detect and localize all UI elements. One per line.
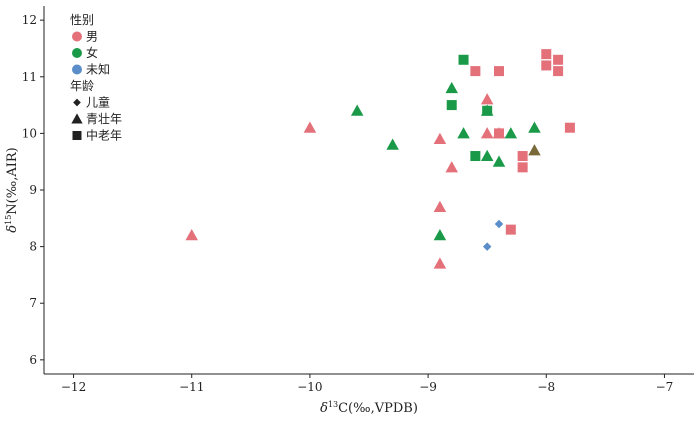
data-point xyxy=(445,161,458,173)
data-point xyxy=(494,66,504,77)
x-tick-label: −11 xyxy=(179,380,204,394)
y-tick-label: 7 xyxy=(29,296,37,310)
data-point xyxy=(492,155,506,167)
legend-marker xyxy=(72,31,82,42)
legend-label: 未知 xyxy=(86,63,110,77)
legend-title-age: 年龄 xyxy=(70,79,94,93)
y-tick-label: 9 xyxy=(29,183,37,197)
data-point xyxy=(505,224,516,235)
legend-marker xyxy=(72,64,82,75)
x-tick-label: −9 xyxy=(419,380,437,394)
legend-label: 女 xyxy=(86,45,98,60)
data-point xyxy=(470,66,481,77)
data-point xyxy=(350,104,364,116)
data-point xyxy=(480,149,494,162)
data-point xyxy=(553,54,564,65)
y-axis-title: δ15N(‰,AIR) xyxy=(4,147,20,232)
data-point xyxy=(480,93,494,105)
data-point xyxy=(528,144,541,156)
data-point xyxy=(528,121,541,133)
data-point xyxy=(185,229,198,241)
legend-marker xyxy=(72,131,82,140)
data-point xyxy=(446,100,457,111)
legend-label: 男 xyxy=(86,30,98,44)
legend-label: 青壮年 xyxy=(86,112,122,126)
y-tick-label: 8 xyxy=(29,240,37,254)
x-tick-label: −10 xyxy=(297,380,322,394)
legend-marker xyxy=(72,48,82,58)
x-tick-label: −12 xyxy=(61,380,86,394)
y-tick-label: 10 xyxy=(22,126,37,140)
data-point xyxy=(386,138,399,150)
data-point xyxy=(480,127,494,139)
data-point xyxy=(517,151,528,162)
data-point xyxy=(541,49,552,60)
data-point xyxy=(433,200,447,212)
data-point xyxy=(541,60,552,71)
data-point xyxy=(457,127,470,139)
legend-title-sex: 性别 xyxy=(70,13,94,27)
x-tick-label: −8 xyxy=(537,380,555,394)
x-tick-label: −7 xyxy=(656,380,674,394)
data-point xyxy=(445,81,458,94)
data-point xyxy=(433,257,447,269)
data-point xyxy=(494,128,504,139)
data-point xyxy=(303,121,317,133)
legend-label: 儿童 xyxy=(86,95,110,110)
data-point xyxy=(433,229,447,241)
data-point xyxy=(494,219,504,229)
data-point xyxy=(482,242,492,251)
legend-marker xyxy=(73,98,81,107)
data-points xyxy=(185,49,575,269)
x-axis-title: δ13C(‰,VPDB) xyxy=(320,400,418,416)
data-point xyxy=(553,66,564,77)
y-tick-label: 6 xyxy=(29,353,37,367)
data-point xyxy=(564,122,575,133)
data-point xyxy=(482,105,493,116)
data-point xyxy=(504,127,518,139)
legend-marker xyxy=(71,113,83,124)
data-point xyxy=(433,132,447,145)
ticks: −12 −11 −10 −9 −8 −7 6 7 8 9 10 11 12 xyxy=(22,13,674,394)
y-tick-label: 12 xyxy=(22,13,37,27)
y-tick-label: 11 xyxy=(22,70,37,84)
data-point xyxy=(517,162,528,173)
data-point xyxy=(470,151,481,162)
data-point xyxy=(458,54,469,65)
legend-label: 中老年 xyxy=(86,128,122,143)
